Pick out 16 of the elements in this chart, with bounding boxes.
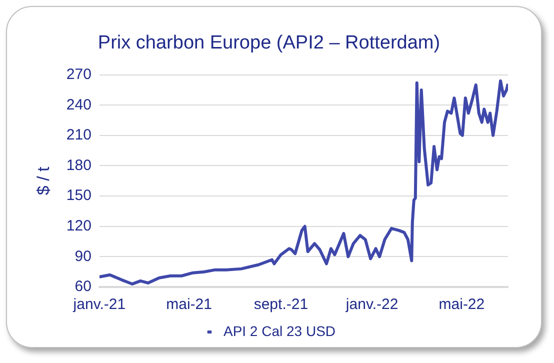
- y-tick-label: 90: [74, 248, 92, 265]
- y-tick-label: 210: [66, 126, 92, 144]
- y-tick-label: 120: [66, 218, 92, 235]
- x-tick-label: janv.-21: [72, 296, 126, 314]
- x-tick-label: janv.-22: [344, 296, 398, 314]
- y-tick-label: 150: [66, 187, 92, 204]
- y-tick-label: 180: [66, 156, 92, 174]
- x-tick-label: mai-22: [438, 296, 485, 314]
- y-tick-label: 240: [66, 96, 92, 114]
- x-tick-label: sept.-21: [254, 296, 308, 314]
- chart-title: Prix charbon Europe (API2 – Rotterdam): [98, 32, 440, 54]
- y-tick-label: 60: [74, 278, 92, 296]
- y-tick-label: 270: [66, 66, 92, 83]
- x-tick-label: mai-21: [166, 296, 212, 314]
- legend-label: API 2 Cal 23 USD: [223, 322, 336, 339]
- y-axis-title: $ / t: [34, 166, 53, 196]
